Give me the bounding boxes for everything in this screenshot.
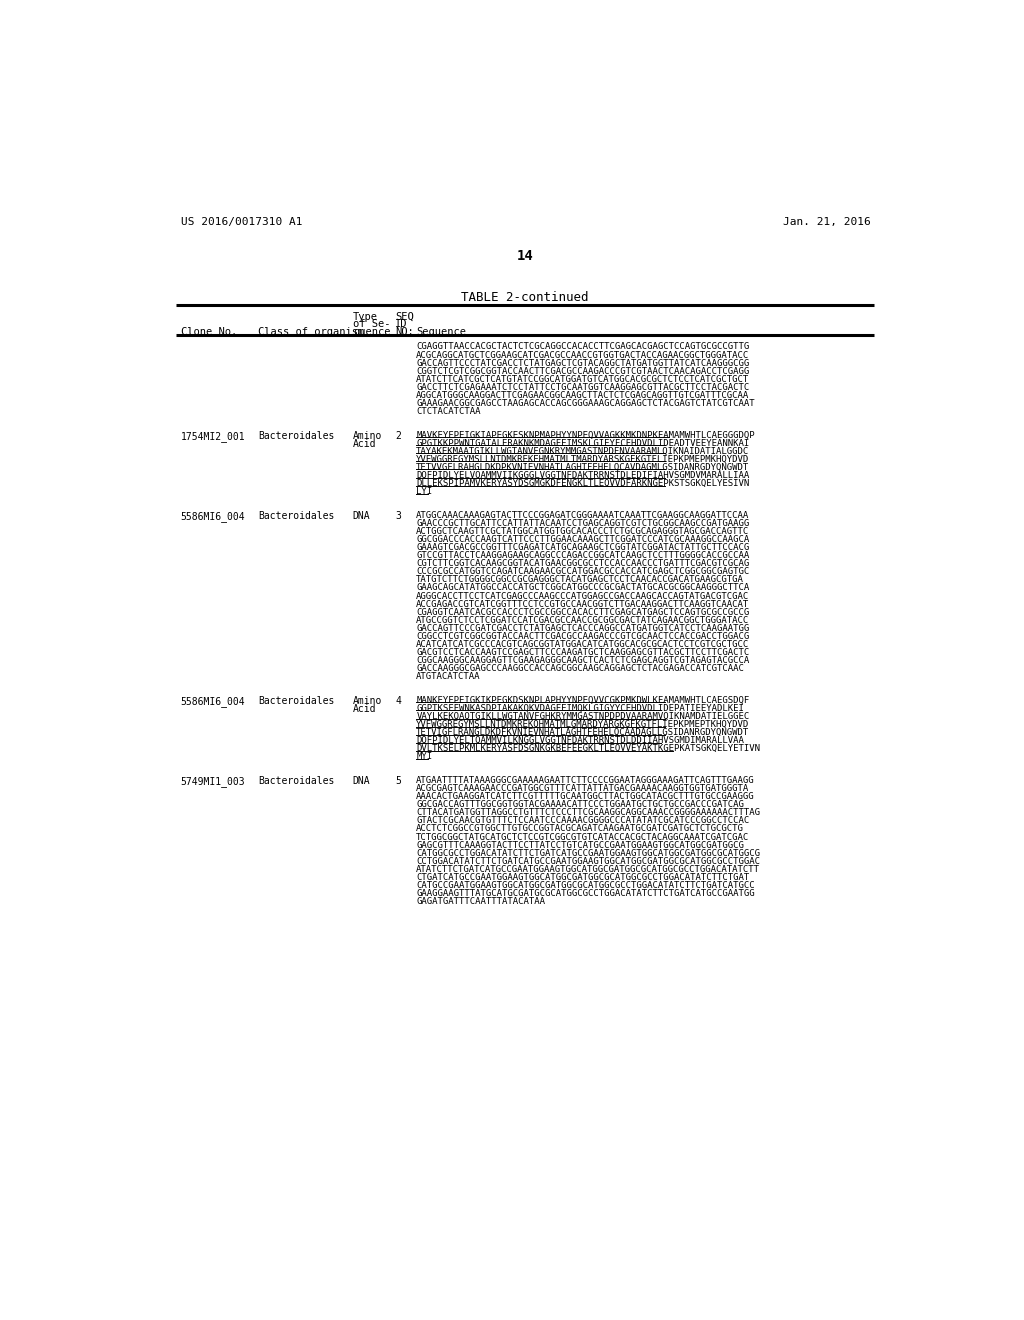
- Text: ACGCGAGTCAAAGAACCCGATGGCGTTTCATTATTATGACGAAAACAAGGTGGTGATGGGTA: ACGCGAGTCAAAGAACCCGATGGCGTTTCATTATTATGAC…: [417, 784, 750, 793]
- Text: AGGGCACCTTCCTCATCGAGCCCAAGCCCATGGAGCCGACCAAGCACCAGTATGACGTCGAC: AGGGCACCTTCCTCATCGAGCCCAAGCCCATGGAGCCGAC…: [417, 591, 750, 601]
- Text: DQFPIDLYELVQAMMVIIKGGGLVGGTNFDAKTRRNSTDLEDIFIAHVSGMDVMARALLIAA: DQFPIDLYELVQAMMVIIKGGGLVGGTNFDAKTRRNSTDL…: [417, 471, 750, 480]
- Text: ACTGGCTCAAGTTCGCTATGGCATGGTGGCACACCCTCTGCGCAGAGGGTAGCGACCAGTTC: ACTGGCTCAAGTTCGCTATGGCATGGTGGCACACCCTCTG…: [417, 527, 750, 536]
- Text: TABLE 2-continued: TABLE 2-continued: [461, 290, 589, 304]
- Text: 1754MI2_001: 1754MI2_001: [180, 430, 246, 441]
- Text: GGCGGACCCACCAAGTCATTCCCTTGGAACAAAGCTTCGGATCCCATCGCAAAGGCCAAGCA: GGCGGACCCACCAAGTCATTCCCTTGGAACAAAGCTTCGG…: [417, 535, 750, 544]
- Text: TATGTCTTCTGGGGCGGCCGCGAGGGCTACATGAGCTCCTCAACACCGACATGAAGCGTGA: TATGTCTTCTGGGGCGGCCGCGAGGGCTACATGAGCTCCT…: [417, 576, 744, 585]
- Text: SEQ: SEQ: [395, 312, 414, 322]
- Text: ID: ID: [395, 319, 408, 329]
- Text: CGAGGTTAACCACGCTACTCTCGCAGGCCACACCTTCGAGCACGAGCTCCAGTGCGCCGTTG: CGAGGTTAACCACGCTACTCTCGCAGGCCACACCTTCGAG…: [417, 342, 750, 351]
- Text: Acid: Acid: [352, 704, 376, 714]
- Text: 14: 14: [516, 249, 534, 263]
- Text: GAAGGAAGTTTATGCATGCGATGCGCATGGCGCCTGGACATATCTTCTGATCATGCCGAATGG: GAAGGAAGTTTATGCATGCGATGCGCATGGCGCCTGGACA…: [417, 890, 755, 898]
- Text: GACCTTCTCGAGAAATCTCCTATTCCTGCAATGGTCAAGGAGCGTTACGCTTCCTACGACTC: GACCTTCTCGAGAAATCTCCTATTCCTGCAATGGTCAAGG…: [417, 383, 750, 392]
- Text: MANKEYFPEIGKIKPEGKDSKNPLAPHYYNPEQVVCGKPMKDWLKFAMAMWHTLCAEGSDQF: MANKEYFPEIGKIKPEGKDSKNPLAPHYYNPEQVVCGKPM…: [417, 696, 750, 705]
- Text: CATGCCGAATGGAAGTGGCATGGCGATGGCGCATGGCGCCTGGACATATCTTCTGATCATGCC: CATGCCGAATGGAAGTGGCATGGCGATGGCGCATGGCGCC…: [417, 880, 755, 890]
- Text: MAVKEYFPEIGKIAPEGKESKNPMAPHYYNPEQVVAGKKMKDNPKFAMAMWHTLCAEGGGDQP: MAVKEYFPEIGKIAPEGKESKNPMAPHYYNPEQVVAGKKM…: [417, 430, 755, 440]
- Text: AGGCATGGGCAAGGACTTCGAGAACGGCAAGCTTACTCTCGAGCAGGTTGTCGATTTCGCAA: AGGCATGGGCAAGGACTTCGAGAACGGCAAGCTTACTCTC…: [417, 391, 750, 400]
- Text: GAAAGAACGGCGAGCCTAAGAGCACCAGCGGGAAAGCAGGAGCTCTACGAGTCTATCGTCAAT: GAAAGAACGGCGAGCCTAAGAGCACCAGCGGGAAAGCAGG…: [417, 399, 755, 408]
- Text: Sequence: Sequence: [417, 327, 466, 337]
- Text: ACCTCTCGGCCGTGGCTTGTGCCGGTACGCAGATCAAGAATGCGATCGATGCTCTGCGCTG: ACCTCTCGGCCGTGGCTTGTGCCGGTACGCAGATCAAGAA…: [417, 825, 744, 833]
- Text: US 2016/0017310 A1: US 2016/0017310 A1: [180, 216, 302, 227]
- Text: CGAGGTCAATCACGCCACCCTCGCCGGCCACACCTTCGAGCATGAGCTCCAGTGCGCCGCCG: CGAGGTCAATCACGCCACCCTCGCCGGCCACACCTTCGAG…: [417, 607, 750, 616]
- Text: Amino: Amino: [352, 430, 382, 441]
- Text: GPGTKKPPWNTGATALERAKNKMDAGFEIMSKLGIEYFCFHDVDLIDEADTVEEYEANNKAI: GPGTKKPPWNTGATALERAKNKMDAGFEIMSKLGIEYFCF…: [417, 438, 750, 447]
- Text: DNA: DNA: [352, 776, 371, 785]
- Text: CCTGGACATATCTTCTGATCATGCCGAATGGAAGTGGCATGGCGATGGCGCATGGCGCCTGGAC: CCTGGACATATCTTCTGATCATGCCGAATGGAAGTGGCAT…: [417, 857, 760, 866]
- Text: 4: 4: [395, 696, 401, 706]
- Text: DLLEKSPIPAMVKERYASYDSGMGKDFENGKLTLEQVVDFARKNGEPKSTSGKQELYESIVN: DLLEKSPIPAMVKERYASYDSGMGKDFENGKLTLEQVVDF…: [417, 479, 750, 488]
- Text: DVLTKSELPKMLKERYASFDSGNKGKBEFEEGKLTLEQVVEYAKTKGEPKATSGKQELYETIVN: DVLTKSELPKMLKERYASFDSGNKGKBEFEEGKLTLEQVV…: [417, 744, 760, 754]
- Text: GTACTCGCAACGTGTTTCTCCAATCCCAAAACGGGGCCCATATATCGCATCCCGGCCTCCAC: GTACTCGCAACGTGTTTCTCCAATCCCAAAACGGGGCCCA…: [417, 816, 750, 825]
- Text: 2: 2: [395, 430, 401, 441]
- Text: DQFPIDLYELTQAMMVILKNGGLVGGTNFDAKTRRNSTDLDDIIAHVSGMDIMARALLVAA: DQFPIDLYELTQAMMVILKNGGLVGGTNFDAKTRRNSTDL…: [417, 737, 744, 746]
- Text: ATGAATTTTATAAAGGGCGAAAAAGAATTCTTCCCCGGAATAGGGAAAGATTCAGTTTGAAGG: ATGAATTTTATAAAGGGCGAAAAAGAATTCTTCCCCGGAA…: [417, 776, 755, 785]
- Text: CTGATCATGCCGAATGGAAGTGGCATGGCGATGGCGCATGGCGCCTGGACATATCTTCTGAT: CTGATCATGCCGAATGGAAGTGGCATGGCGATGGCGCATG…: [417, 873, 750, 882]
- Text: LYI: LYI: [417, 487, 432, 496]
- Text: Acid: Acid: [352, 438, 376, 449]
- Text: 3: 3: [395, 511, 401, 520]
- Text: GACCAAGGGCGAGCCCAAGGCCACCAGCGGCAAGCAGGAGCTCTACGAGACCATCGTCAAC: GACCAAGGGCGAGCCCAAGGCCACCAGCGGCAAGCAGGAG…: [417, 664, 744, 673]
- Text: CGGCAAGGGCAAGGAGTTCGAAGAGGGCAAGCTCACTCTCGAGCAGGTCGTAGAGTACGCCA: CGGCAAGGGCAAGGAGTTCGAAGAGGGCAAGCTCACTCTC…: [417, 656, 750, 665]
- Text: Bacteroidales: Bacteroidales: [258, 511, 335, 520]
- Text: 5586MI6_004: 5586MI6_004: [180, 696, 246, 706]
- Text: YVFWGGREGYMSLLNTDMKREKEHMATMLTMARDYARSKGFKGTFLIEPKPMEPMKHQYDVD: YVFWGGREGYMSLLNTDMKREKEHMATMLTMARDYARSKG…: [417, 455, 750, 463]
- Text: 5: 5: [395, 776, 401, 785]
- Text: of Se-: of Se-: [352, 319, 390, 329]
- Text: TETVVGFLRAHGLDKDPKVNIEVNHATLAGHTFEHELQCAVDAGMLGSIDANRGDYQNGWDT: TETVVGFLRAHGLDKDPKVNIEVNHATLAGHTFEHELQCA…: [417, 463, 750, 473]
- Text: Type: Type: [352, 312, 378, 322]
- Text: Bacteroidales: Bacteroidales: [258, 696, 335, 706]
- Text: TETVIGFLRANGLDKDFKVNIEVNHATLAGHTFEHELQCAADAGLLGSIDANRGDYQNGWDT: TETVIGFLRANGLDKDFKVNIEVNHATLAGHTFEHELQCA…: [417, 729, 750, 737]
- Text: CCCGCGCCATGGTCCAGATCAAGAACGCCATGGACGCCACCATCGAGCTCGGCGGCGAGTGC: CCCGCGCCATGGTCCAGATCAAGAACGCCATGGACGCCAC…: [417, 568, 750, 577]
- Text: GTCCGTTACCTCAAGGAGAAGCAGGCCCAGACCGGCATCAAGCTCCTTTGGGGCACCGCCAA: GTCCGTTACCTCAAGGAGAAGCAGGCCCAGACCGGCATCA…: [417, 552, 750, 560]
- Text: ATGCCGGTCTCCTCGGATCCATCGACGCCAACCGCGGCGACTATCAGAACGGCTGGGATACC: ATGCCGGTCTCCTCGGATCCATCGACGCCAACCGCGGCGA…: [417, 615, 750, 624]
- Text: GAACCCGCTTGCATTCCATTATTACAATCCTGAGCAGGTCGTCTGCGGCAAGCCGATGAAGG: GAACCCGCTTGCATTCCATTATTACAATCCTGAGCAGGTC…: [417, 519, 750, 528]
- Text: CTTACATGATGGTTAGGCCTGTTTCTCCCTTCGCAAGGCAGGCAAACCGGGGAAAAAACTTTAG: CTTACATGATGGTTAGGCCTGTTTCTCCCTTCGCAAGGCA…: [417, 808, 760, 817]
- Text: Class of organism: Class of organism: [258, 327, 365, 337]
- Text: AAACACTGAAGGATCATCTTCGTTTTTGCAATGGCTTACTGGCATACGCTTTGTGCCGAAGGG: AAACACTGAAGGATCATCTTCGTTTTTGCAATGGCTTACT…: [417, 792, 755, 801]
- Text: GACCAGTTCCCTATCGACCTCTATGAGCTCGTACAGGCTATGATGGTTATCATCAAGGGCGG: GACCAGTTCCCTATCGACCTCTATGAGCTCGTACAGGCTA…: [417, 359, 750, 367]
- Text: VAYLKEKQAQTGIKLLWGTANVFGHKRYMMGASTNPDPDVAARAMVQIKNAMDATIELGGEC: VAYLKEKQAQTGIKLLWGTANVFGHKRYMMGASTNPDPDV…: [417, 711, 750, 721]
- Text: CGTCTTCGGTCACAAGCGGTACATGAACGGCGCCTCCACCAACCCTGATTTCGACGTCGCAG: CGTCTTCGGTCACAAGCGGTACATGAACGGCGCCTCCACC…: [417, 560, 750, 568]
- Text: TCTGGCGGCTATGCATGCTCTCCGTCGGCGTGTCATACCACGCTACAGGCAAATCGATCGAC: TCTGGCGGCTATGCATGCTCTCCGTCGGCGTGTCATACCA…: [417, 833, 750, 842]
- Text: ACGCAGGCATGCTCGGAAGCATCGACGCCAACCGTGGTGACTACCAGAACGGCTGGGATACC: ACGCAGGCATGCTCGGAAGCATCGACGCCAACCGTGGTGA…: [417, 351, 750, 359]
- Text: CATGGCGCCTGGACATATCTTCTGATCATGCCGAATGGAAGTGGCATGGCGATGGCGCATGGCG: CATGGCGCCTGGACATATCTTCTGATCATGCCGAATGGAA…: [417, 849, 760, 858]
- Text: MYI: MYI: [417, 752, 432, 762]
- Text: GAGATGATTTCAATTTATACATAA: GAGATGATTTCAATTTATACATAA: [417, 898, 546, 907]
- Text: 5586MI6_004: 5586MI6_004: [180, 511, 246, 521]
- Text: quence: quence: [352, 327, 390, 337]
- Text: GACCAGTTCCCGATCGACCTCTATGAGCTCACCCAGGCCATGATGGTCATCCTCAAGAATGG: GACCAGTTCCCGATCGACCTCTATGAGCTCACCCAGGCCA…: [417, 624, 750, 632]
- Text: ATGTACATCTAA: ATGTACATCTAA: [417, 672, 481, 681]
- Text: Amino: Amino: [352, 696, 382, 706]
- Text: Bacteroidales: Bacteroidales: [258, 776, 335, 785]
- Text: GGCGACCAGTTTGGCGGTGGTACGAAAACATTCCCTGGAATGCTGCTGCCGACCCGATCAG: GGCGACCAGTTTGGCGGTGGTACGAAAACATTCCCTGGAA…: [417, 800, 744, 809]
- Text: Jan. 21, 2016: Jan. 21, 2016: [782, 216, 870, 227]
- Text: DNA: DNA: [352, 511, 371, 520]
- Text: NO:: NO:: [395, 327, 414, 337]
- Text: ACATCATCATCGCCCACGTCAGCGGTATGGACATCATGGCACGCGCACTCCTCGTCGCTGCC: ACATCATCATCGCCCACGTCAGCGGTATGGACATCATGGC…: [417, 640, 750, 649]
- Text: ACCGAGACCGTCATCGGTTTCCTCCGTGCCAACGGTCTTGACAAGGACTTCAAGGTCAACAT: ACCGAGACCGTCATCGGTTTCCTCCGTGCCAACGGTCTTG…: [417, 599, 750, 609]
- Text: CGGCCTCGTCGGCGGTACCAACTTCGACGCCAAGACCCGTCGCAACTCCACCGACCTGGACG: CGGCCTCGTCGGCGGTACCAACTTCGACGCCAAGACCCGT…: [417, 632, 750, 642]
- Text: GAGCGTTTCAAAGGTACTTCCTTATCCTGTCATGCCGAATGGAAGTGGCATGGCGATGGCG: GAGCGTTTCAAAGGTACTTCCTTATCCTGTCATGCCGAAT…: [417, 841, 744, 850]
- Text: CGGTCTCGTCGGCGGTACCAACTTCGACGCCAAGACCCGTCGTAACTCAACAGACCTCGAGG: CGGTCTCGTCGGCGGTACCAACTTCGACGCCAAGACCCGT…: [417, 367, 750, 376]
- Text: ATATCTTCATCGCTCATGTATCCGGCATGGATGTCATGGCACGCGCTCTCCTCATCGCTGCT: ATATCTTCATCGCTCATGTATCCGGCATGGATGTCATGGC…: [417, 375, 750, 384]
- Text: YVFWGGREGYMSLLNTDMKREKQHMATMLGMARDYARGKGFKGTFLIEPKPMEPTKHQYDVD: YVFWGGREGYMSLLNTDMKREKQHMATMLGMARDYARGKG…: [417, 721, 750, 729]
- Text: GGPTKSFFWNKASDPIAKAKQKVDAGFEIMQKLGIGYYCFHDVDLIDEPATIEEYADLKEI: GGPTKSFFWNKASDPIAKAKQKVDAGFEIMQKLGIGYYCF…: [417, 704, 744, 713]
- Text: GAAGCAGCATATGGCCACCATGCTCGGCATGGCCCGCGACTATGCACGCGGCAAGGGCTTCA: GAAGCAGCATATGGCCACCATGCTCGGCATGGCCCGCGAC…: [417, 583, 750, 593]
- Text: ATATCTTCTGATCATGCCGAATGGAAGTGGCATGGCGATGGCGCATGGCGCCTGGACATATCTT: ATATCTTCTGATCATGCCGAATGGAAGTGGCATGGCGATG…: [417, 865, 760, 874]
- Text: GAAAGTCGACGCCGGTTTCGAGATCATGCAGAAGCTCGGTATCGGATACTATTGCTTCCACG: GAAAGTCGACGCCGGTTTCGAGATCATGCAGAAGCTCGGT…: [417, 543, 750, 552]
- Text: 5749MI1_003: 5749MI1_003: [180, 776, 246, 787]
- Text: Bacteroidales: Bacteroidales: [258, 430, 335, 441]
- Text: GACGTCCTCACCAAGTCCGAGCTTCCCAAGATGCTCAAGGAGCGTTACGCTTCCTTCGACTC: GACGTCCTCACCAAGTCCGAGCTTCCCAAGATGCTCAAGG…: [417, 648, 750, 657]
- Text: Clone No.: Clone No.: [180, 327, 237, 337]
- Text: TAYAKEKMAATGIKLLWGTANVFGNKRYMMGASTNPDFNVAARAMLQIKNAIDATIALGGDC: TAYAKEKMAATGIKLLWGTANVFGNKRYMMGASTNPDFNV…: [417, 446, 750, 455]
- Text: CTCTACATCTAA: CTCTACATCTAA: [417, 407, 481, 416]
- Text: ATGGCAAACAAAGAGTACTTCCCGGAGATCGGGAAAATCAAATTCGAAGGCAAGGATTCCAA: ATGGCAAACAAAGAGTACTTCCCGGAGATCGGGAAAATCA…: [417, 511, 750, 520]
